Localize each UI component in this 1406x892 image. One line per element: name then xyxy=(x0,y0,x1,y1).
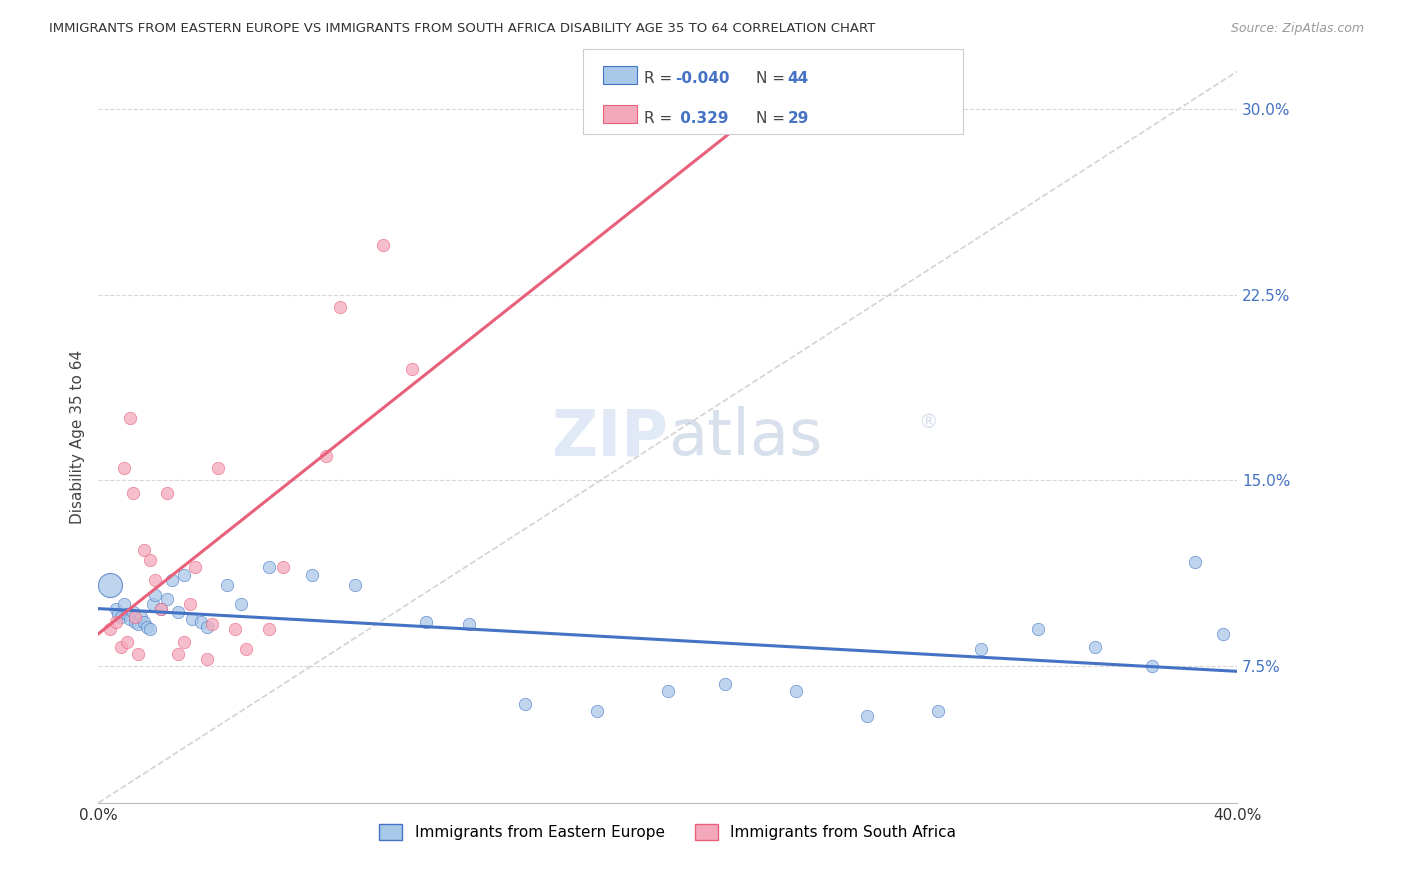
Point xyxy=(141,598,163,612)
Point xyxy=(98,577,121,591)
Point xyxy=(107,607,129,622)
Point xyxy=(259,560,281,574)
Point xyxy=(785,684,807,698)
Point xyxy=(179,598,201,612)
Point xyxy=(190,615,212,629)
Point xyxy=(156,486,179,500)
Point xyxy=(585,704,607,718)
Text: R =: R = xyxy=(644,111,678,126)
Point xyxy=(235,642,257,657)
Point xyxy=(115,607,138,622)
Point xyxy=(301,567,323,582)
Point xyxy=(273,560,295,574)
Point xyxy=(415,615,437,629)
Y-axis label: Disability Age 35 to 64: Disability Age 35 to 64 xyxy=(69,350,84,524)
Point xyxy=(329,300,352,314)
Point xyxy=(110,640,132,654)
Text: R =: R = xyxy=(644,71,678,87)
Point xyxy=(714,677,737,691)
Point xyxy=(970,642,993,657)
Point xyxy=(1084,640,1107,654)
Text: IMMIGRANTS FROM EASTERN EUROPE VS IMMIGRANTS FROM SOUTH AFRICA DISABILITY AGE 35: IMMIGRANTS FROM EASTERN EUROPE VS IMMIGR… xyxy=(49,22,876,36)
Text: ®: ® xyxy=(918,413,938,432)
Point xyxy=(315,449,337,463)
Point xyxy=(127,647,149,661)
Point xyxy=(112,598,135,612)
Point xyxy=(115,634,138,648)
Point xyxy=(856,709,879,723)
Point xyxy=(184,560,207,574)
Point xyxy=(229,598,252,612)
Point xyxy=(104,602,127,616)
Text: atlas: atlas xyxy=(668,406,823,468)
Point xyxy=(207,461,229,475)
Point xyxy=(138,553,160,567)
Point xyxy=(401,362,423,376)
Text: 29: 29 xyxy=(787,111,808,126)
Text: N =: N = xyxy=(756,111,790,126)
Point xyxy=(1026,622,1049,636)
Point xyxy=(215,577,238,591)
Point xyxy=(112,461,135,475)
Point xyxy=(129,610,152,624)
Point xyxy=(201,617,224,632)
Point xyxy=(124,610,146,624)
Point xyxy=(927,704,949,718)
Point xyxy=(98,622,121,636)
Point xyxy=(1212,627,1234,641)
Point xyxy=(121,486,143,500)
Point xyxy=(132,542,155,557)
Point xyxy=(181,612,204,626)
Point xyxy=(138,622,160,636)
Point xyxy=(167,647,190,661)
Point xyxy=(162,573,184,587)
Point xyxy=(150,602,173,616)
Point xyxy=(110,610,132,624)
Point xyxy=(195,620,218,634)
Point xyxy=(150,602,173,616)
Point xyxy=(173,634,195,648)
Text: N =: N = xyxy=(756,71,790,87)
Legend: Immigrants from Eastern Europe, Immigrants from South Africa: Immigrants from Eastern Europe, Immigran… xyxy=(374,818,962,847)
Point xyxy=(1184,555,1206,569)
Point xyxy=(515,697,537,711)
Point xyxy=(121,605,143,619)
Point xyxy=(145,588,167,602)
Point xyxy=(156,592,179,607)
Text: -0.040: -0.040 xyxy=(675,71,730,87)
Point xyxy=(104,615,127,629)
Point xyxy=(457,617,479,632)
Point xyxy=(259,622,281,636)
Point xyxy=(1140,659,1163,673)
Point xyxy=(167,605,190,619)
Point xyxy=(135,620,157,634)
Point xyxy=(195,652,218,666)
Text: Source: ZipAtlas.com: Source: ZipAtlas.com xyxy=(1230,22,1364,36)
Text: 44: 44 xyxy=(787,71,808,87)
Text: ZIP: ZIP xyxy=(551,406,668,468)
Point xyxy=(132,615,155,629)
Point xyxy=(127,617,149,632)
Point xyxy=(224,622,246,636)
Point xyxy=(373,238,395,252)
Point xyxy=(343,577,366,591)
Point xyxy=(145,573,167,587)
Point xyxy=(124,615,146,629)
Text: 0.329: 0.329 xyxy=(675,111,728,126)
Point xyxy=(173,567,195,582)
Point xyxy=(657,684,679,698)
Point xyxy=(118,411,141,425)
Point xyxy=(118,612,141,626)
